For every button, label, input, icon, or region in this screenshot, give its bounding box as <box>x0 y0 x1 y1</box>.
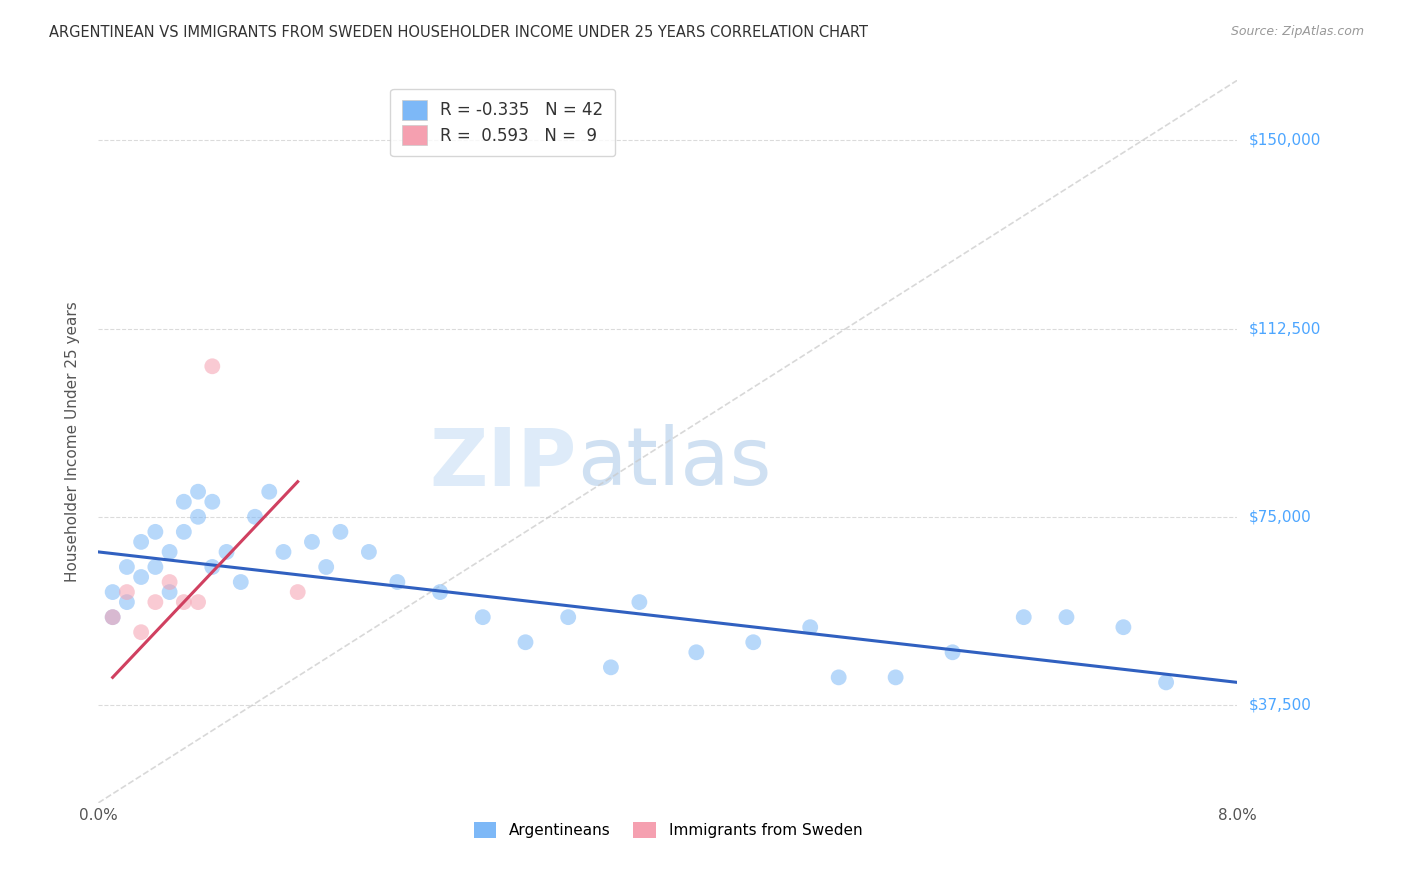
Legend: Argentineans, Immigrants from Sweden: Argentineans, Immigrants from Sweden <box>465 814 870 846</box>
Point <box>357 545 380 559</box>
Point <box>600 660 623 674</box>
Point <box>515 635 537 649</box>
Point <box>429 585 451 599</box>
Point <box>387 574 409 589</box>
Point <box>129 625 152 640</box>
Point <box>201 359 224 374</box>
Point <box>942 645 965 659</box>
Point <box>129 534 152 549</box>
Text: $37,500: $37,500 <box>1249 698 1312 713</box>
Y-axis label: Householder Income Under 25 years: Householder Income Under 25 years <box>65 301 80 582</box>
Point <box>101 610 124 624</box>
Point <box>742 635 765 649</box>
Point <box>159 585 181 599</box>
Point <box>329 524 352 539</box>
Text: $112,500: $112,500 <box>1249 321 1320 336</box>
Point <box>259 484 281 499</box>
Text: ZIP: ZIP <box>429 425 576 502</box>
Point <box>129 570 152 584</box>
Point <box>101 610 124 624</box>
Point <box>173 494 195 508</box>
Point <box>1056 610 1078 624</box>
Point <box>145 595 167 609</box>
Text: atlas: atlas <box>576 425 770 502</box>
Point <box>1112 620 1135 634</box>
Point <box>101 585 124 599</box>
Point <box>159 574 181 589</box>
Point <box>159 545 181 559</box>
Point <box>187 595 209 609</box>
Point <box>115 585 138 599</box>
Point <box>115 595 138 609</box>
Point <box>115 560 138 574</box>
Point <box>315 560 337 574</box>
Point <box>173 595 195 609</box>
Text: $75,000: $75,000 <box>1249 509 1312 524</box>
Point <box>145 524 167 539</box>
Point <box>273 545 295 559</box>
Point <box>215 545 238 559</box>
Point <box>557 610 579 624</box>
Point <box>201 560 224 574</box>
Point <box>471 610 494 624</box>
Point <box>187 484 209 499</box>
Point <box>173 524 195 539</box>
Point <box>287 585 309 599</box>
Point <box>243 509 266 524</box>
Point <box>884 670 907 684</box>
Point <box>1012 610 1035 624</box>
Point <box>187 509 209 524</box>
Point <box>145 560 167 574</box>
Point <box>201 494 224 508</box>
Text: $150,000: $150,000 <box>1249 133 1320 148</box>
Point <box>828 670 851 684</box>
Text: ARGENTINEAN VS IMMIGRANTS FROM SWEDEN HOUSEHOLDER INCOME UNDER 25 YEARS CORRELAT: ARGENTINEAN VS IMMIGRANTS FROM SWEDEN HO… <box>49 25 869 40</box>
Point <box>685 645 707 659</box>
Text: Source: ZipAtlas.com: Source: ZipAtlas.com <box>1230 25 1364 38</box>
Point <box>1154 675 1177 690</box>
Point <box>301 534 323 549</box>
Point <box>799 620 821 634</box>
Point <box>628 595 651 609</box>
Point <box>229 574 252 589</box>
